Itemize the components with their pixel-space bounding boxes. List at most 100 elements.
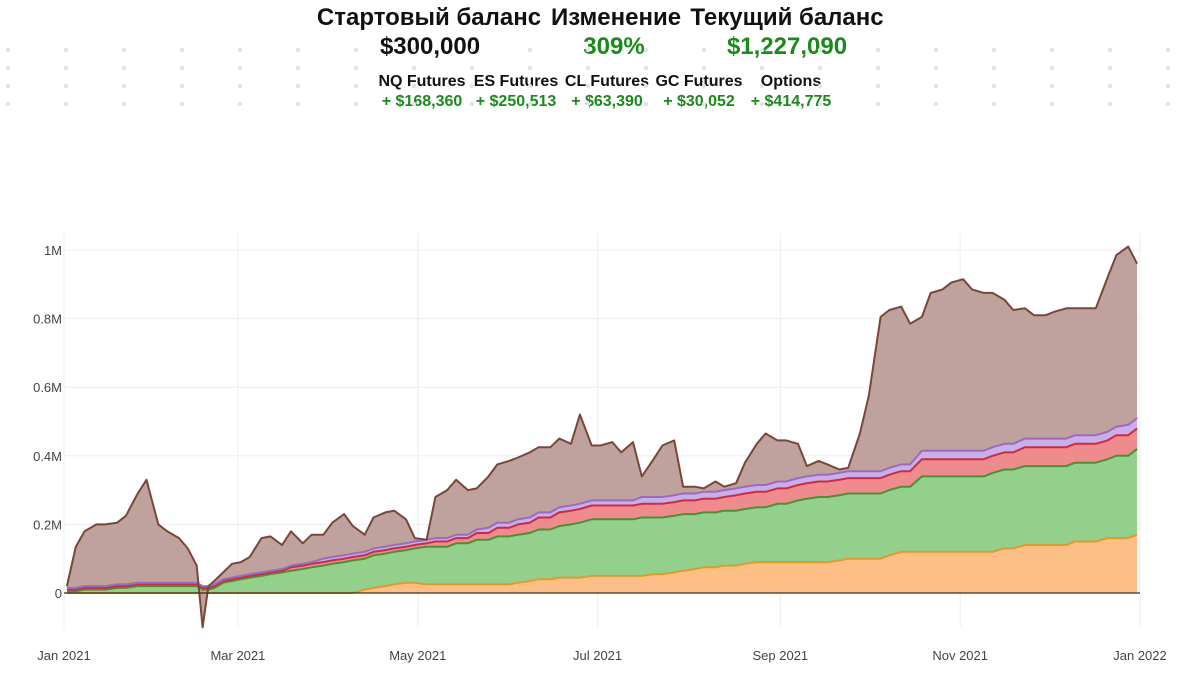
decor-dot [643, 47, 649, 53]
decor-dot [121, 101, 127, 107]
decor-dot [469, 83, 475, 89]
decor-dot [5, 47, 11, 53]
instrument-value-es: + $250,513 [475, 93, 557, 110]
decor-dot [933, 83, 939, 89]
x-tick-label: Jan 2021 [37, 648, 91, 663]
decor-dot [63, 101, 69, 107]
decor-dot [63, 65, 69, 71]
x-tick-label: Sep 2021 [753, 648, 809, 663]
instrument-value-nq: + $168,360 [381, 93, 463, 110]
series-line-3 [66, 427, 1138, 591]
decor-dot [121, 47, 127, 53]
decor-dot [527, 47, 533, 53]
instrument-value-options: + $414,775 [750, 93, 832, 110]
decor-dot [353, 47, 359, 53]
y-tick-label: 0.2M [33, 517, 62, 532]
x-tick-label: May 2021 [389, 648, 446, 663]
decor-dot [63, 83, 69, 89]
decor-dot [1165, 101, 1171, 107]
decor-dot [585, 47, 591, 53]
decor-dot [1049, 65, 1055, 71]
decor-dot [1107, 101, 1113, 107]
decor-dot [1165, 65, 1171, 71]
series-area-3 [66, 428, 1138, 592]
start-balance-label: Стартовый баланс [316, 4, 542, 31]
current-balance-label: Текущий баланс [690, 4, 884, 31]
decor-dot [295, 83, 301, 89]
decor-dot [121, 83, 127, 89]
decor-dot [63, 47, 69, 53]
decor-dot [991, 83, 997, 89]
decor-dot [701, 101, 707, 107]
change-label: Изменение [550, 4, 682, 31]
decor-dot [411, 101, 417, 107]
decor-dot [643, 101, 649, 107]
decor-dot [1165, 47, 1171, 53]
decor-dot [411, 83, 417, 89]
decor-dot [469, 65, 475, 71]
decor-dot [5, 65, 11, 71]
decor-dot [701, 65, 707, 71]
y-axis-ticks: 0 0.2M 0.4M 0.6M 0.8M 1M [33, 243, 62, 601]
decor-dot [1049, 101, 1055, 107]
decor-dot [759, 83, 765, 89]
decor-dot [991, 47, 997, 53]
instrument-label-options: Options [760, 73, 822, 90]
series-line-5 [65, 245, 1138, 629]
y-tick-label: 0.6M [33, 380, 62, 395]
decor-dot [817, 47, 823, 53]
decor-dot [875, 101, 881, 107]
decor-dot [585, 65, 591, 71]
y-tick-label: 0.4M [33, 449, 62, 464]
y-tick-label: 0 [55, 586, 62, 601]
x-tick-label: Nov 2021 [932, 648, 988, 663]
x-tick-label: Jul 2021 [573, 648, 622, 663]
decor-dot [991, 101, 997, 107]
decor-dot [411, 65, 417, 71]
decor-dot [1165, 83, 1171, 89]
x-tick-label: Mar 2021 [210, 648, 265, 663]
instrument-label-es: ES Futures [473, 73, 559, 90]
decor-dot [179, 47, 185, 53]
decor-dot [585, 101, 591, 107]
decor-dot [933, 101, 939, 107]
change-value: 309% [583, 33, 645, 60]
decor-dot [991, 65, 997, 71]
x-tick-label: Jan 2022 [1113, 648, 1167, 663]
decor-dot [817, 101, 823, 107]
decor-dot [585, 83, 591, 89]
decor-dot [527, 101, 533, 107]
decor-dot [701, 47, 707, 53]
decor-dot [353, 83, 359, 89]
decor-dot [179, 65, 185, 71]
series-line-4 [66, 417, 1138, 589]
y-tick-label: 0.8M [33, 312, 62, 327]
decor-dot [295, 47, 301, 53]
decor-dot [1107, 83, 1113, 89]
decor-dot [353, 101, 359, 107]
decor-dot [121, 65, 127, 71]
decor-dot [875, 47, 881, 53]
decor-dot [1107, 65, 1113, 71]
decor-dot [295, 65, 301, 71]
decor-dot [179, 83, 185, 89]
decor-dot [643, 65, 649, 71]
decor-dot [1107, 47, 1113, 53]
decor-dot [759, 101, 765, 107]
decor-dot [875, 83, 881, 89]
decor-dot [5, 101, 11, 107]
decor-dot [237, 65, 243, 71]
decor-dot [527, 83, 533, 89]
decor-dot [353, 65, 359, 71]
decor-dot [295, 101, 301, 107]
series-area-1 [66, 534, 1138, 593]
decor-dot [237, 47, 243, 53]
decor-dot [1049, 83, 1055, 89]
decor-dot [933, 47, 939, 53]
instrument-label-nq: NQ Futures [378, 73, 466, 90]
decor-dot [469, 47, 475, 53]
decor-dot [5, 83, 11, 89]
decor-dot [759, 65, 765, 71]
x-axis-ticks: Jan 2021 Mar 2021 May 2021 Jul 2021 Sep 2021… [37, 648, 1167, 663]
